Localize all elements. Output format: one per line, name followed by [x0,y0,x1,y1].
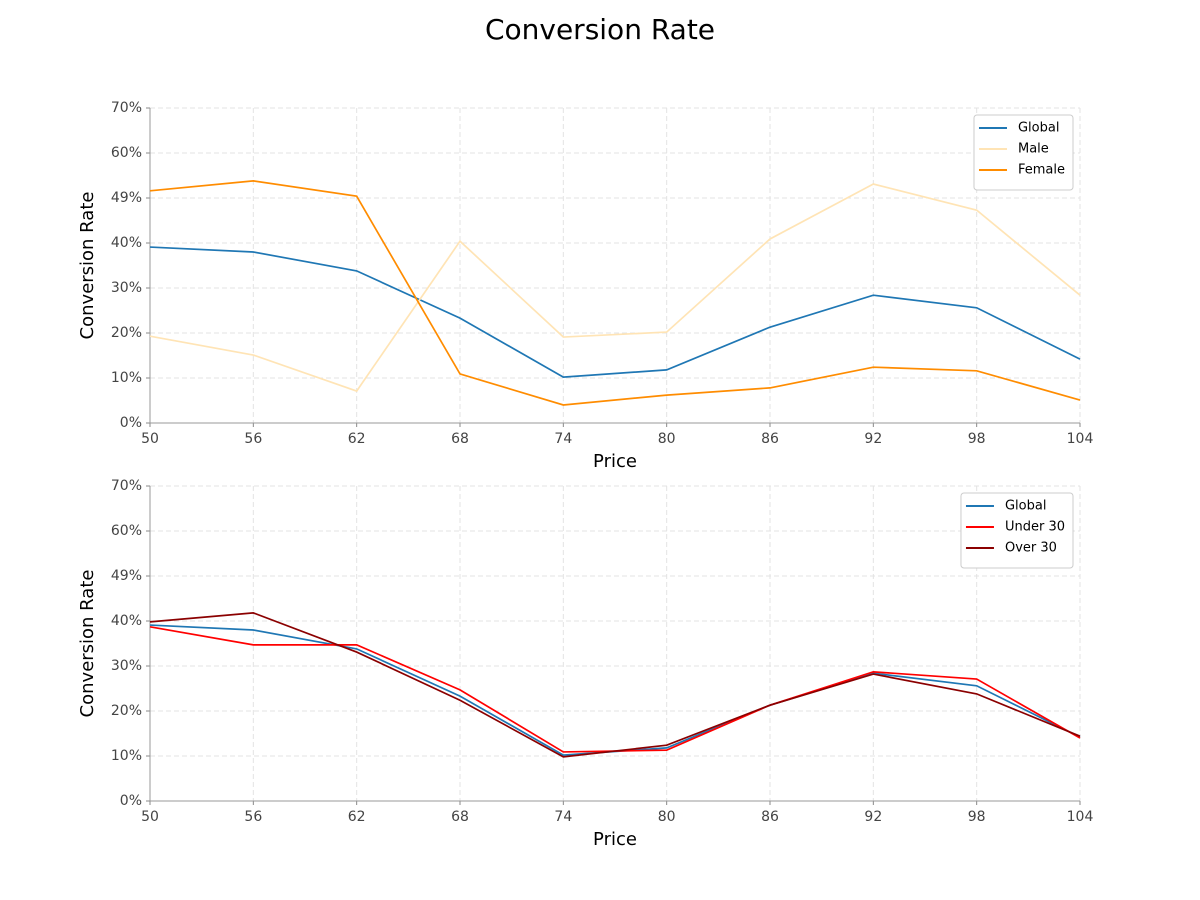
plot: 0% 10% 20% 30% 40% 49% 60% 70% 50 56 62 68 74 80 86 92 9… [77,100,1093,472]
x-tick-label: 86 [761,431,779,447]
x-tick-label: 98 [968,431,986,447]
legend: Global Under 30 Over 30 [960,492,1074,569]
y-tick-label: 0% [120,415,142,431]
legend-label: Global [1005,499,1046,514]
legend-box [960,492,1074,569]
legend-box [973,114,1074,191]
x-tick-label: 98 [968,809,986,825]
y-tick-label: 30% [111,280,142,296]
series-line [149,183,1081,393]
x-tick-label: 62 [348,809,366,825]
y-tick-label: 49% [111,568,142,584]
x-tick-label: 104 [1067,431,1094,447]
series-line [149,246,1081,378]
legend-label: Female [1018,163,1065,178]
legend-label: Over 30 [1005,541,1057,556]
x-tick-label: 74 [554,431,572,447]
legend-label: Under 30 [1005,520,1065,535]
y-tick-label: 0% [120,793,142,809]
x-tick-label: 74 [554,809,572,825]
y-tick-label: 49% [111,190,142,206]
series-line [149,180,1081,406]
y-tick-label: 70% [111,100,142,116]
y-tick-label: 20% [111,703,142,719]
y-tick-label: 10% [111,748,142,764]
series-line [149,626,1081,753]
y-tick-label: 70% [111,478,142,494]
x-axis-label: Price [593,451,637,472]
x-tick-label: 50 [141,809,159,825]
x-tick-label: 68 [451,809,469,825]
x-tick-label: 92 [864,809,882,825]
x-tick-label: 56 [244,431,262,447]
x-tick-label: 68 [451,431,469,447]
y-tick-label: 20% [111,325,142,341]
legend-label: Global [1018,121,1059,136]
x-tick-label: 62 [348,431,366,447]
x-tick-label: 92 [864,431,882,447]
y-axis-label: Conversion Rate [77,192,98,340]
x-tick-label: 80 [658,431,676,447]
legend: Global Male Female [973,114,1074,191]
x-tick-label: 56 [244,809,262,825]
y-tick-label: 40% [111,235,142,251]
series-line [149,612,1081,758]
y-tick-label: 60% [111,523,142,539]
y-tick-label: 30% [111,658,142,674]
x-axis-label: Price [593,829,637,850]
x-tick-label: 104 [1067,809,1094,825]
legend-label: Male [1018,142,1049,157]
plot: 0% 10% 20% 30% 40% 49% 60% 70% 50 56 62 68 74 80 86 92 9… [77,478,1093,850]
figure-title: Conversion Rate [485,13,715,46]
x-tick-label: 50 [141,431,159,447]
y-tick-label: 40% [111,613,142,629]
y-axis-label: Conversion Rate [77,570,98,718]
y-tick-label: 60% [111,145,142,161]
x-tick-label: 80 [658,809,676,825]
x-tick-label: 86 [761,809,779,825]
y-tick-label: 10% [111,370,142,386]
